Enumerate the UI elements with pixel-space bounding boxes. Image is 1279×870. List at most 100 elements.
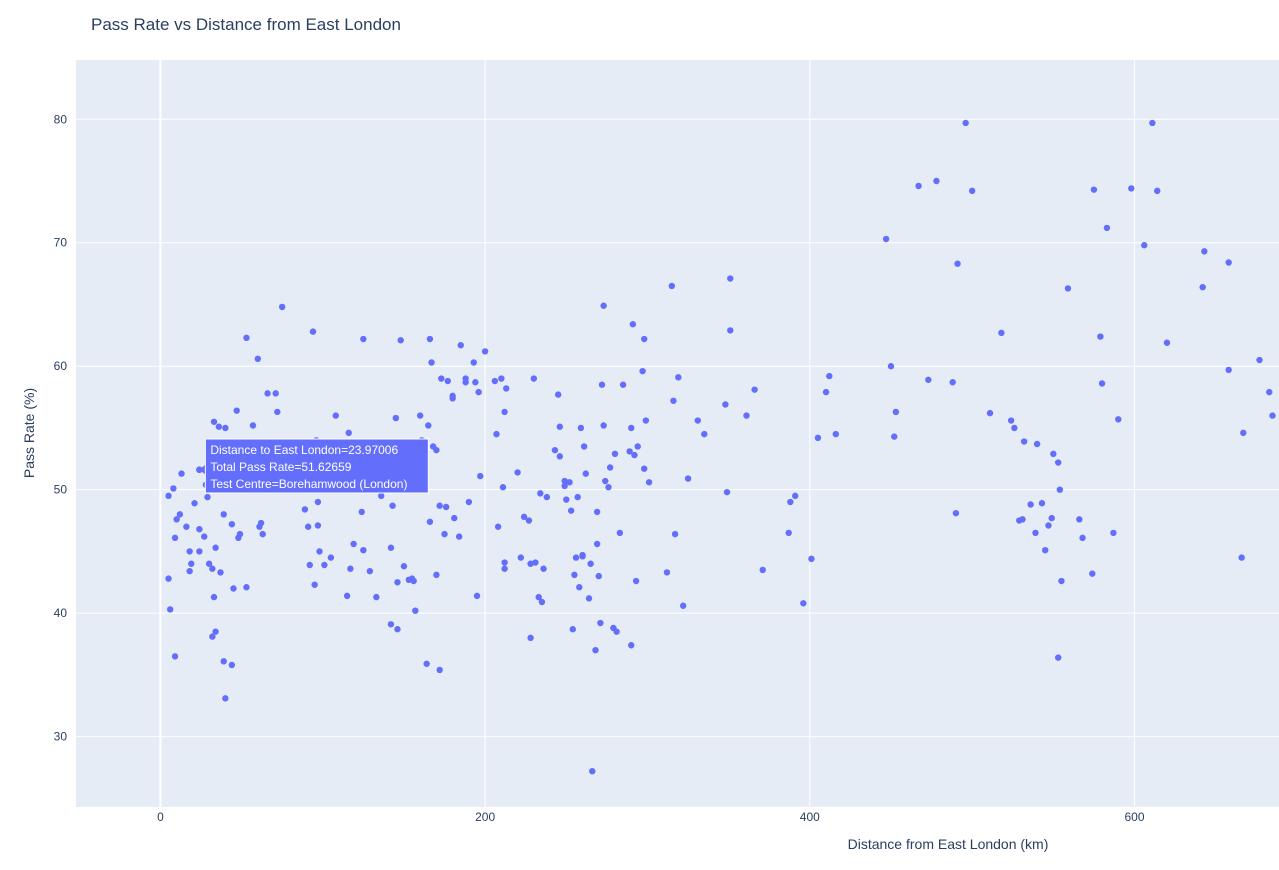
data-point[interactable] [582, 470, 589, 477]
data-point[interactable] [373, 593, 380, 601]
data-point[interactable] [671, 530, 679, 538]
data-point[interactable] [832, 430, 839, 438]
data-point[interactable] [642, 417, 650, 424]
data-point[interactable] [585, 595, 593, 602]
data-point[interactable] [416, 412, 424, 419]
data-point[interactable] [574, 493, 581, 501]
data-point[interactable] [228, 521, 236, 528]
data-point[interactable] [592, 646, 599, 654]
data-point[interactable] [962, 119, 969, 127]
data-point[interactable] [316, 548, 323, 555]
data-point[interactable] [1011, 424, 1018, 432]
data-point[interactable] [264, 390, 271, 397]
data-point[interactable] [826, 372, 833, 380]
data-point[interactable] [327, 554, 335, 561]
data-point[interactable] [176, 511, 184, 518]
data-point[interactable] [598, 381, 606, 388]
data-point[interactable] [743, 412, 750, 419]
data-point[interactable] [517, 554, 525, 561]
data-point[interactable] [663, 569, 671, 576]
data-point[interactable] [465, 498, 473, 506]
data-point[interactable] [392, 414, 400, 422]
data-point[interactable] [1079, 534, 1086, 542]
data-point[interactable] [1128, 185, 1135, 192]
data-point[interactable] [1110, 529, 1117, 537]
data-point[interactable] [1032, 529, 1039, 537]
data-point[interactable] [503, 385, 510, 392]
data-point[interactable] [186, 567, 193, 575]
data-point[interactable] [641, 335, 648, 343]
data-point[interactable] [166, 606, 174, 613]
data-point[interactable] [998, 329, 1005, 337]
data-point[interactable] [527, 634, 534, 642]
data-point[interactable] [499, 484, 507, 491]
data-point[interactable] [304, 523, 312, 530]
data-point[interactable] [236, 530, 244, 538]
data-point[interactable] [360, 546, 367, 554]
data-point[interactable] [597, 619, 604, 627]
data-point[interactable] [444, 377, 451, 385]
data-point[interactable] [576, 584, 583, 591]
data-point[interactable] [628, 424, 635, 432]
data-point[interactable] [387, 621, 395, 628]
data-point[interactable] [243, 334, 250, 342]
data-point[interactable] [387, 544, 395, 551]
data-point[interactable] [561, 482, 568, 490]
data-point[interactable] [641, 465, 648, 472]
data-point[interactable] [204, 493, 211, 501]
data-point[interactable] [426, 335, 434, 343]
data-point[interactable] [212, 544, 219, 551]
data-point[interactable] [501, 559, 508, 566]
data-point[interactable] [751, 386, 758, 393]
data-point[interactable] [378, 492, 385, 500]
data-point[interactable] [1225, 259, 1232, 266]
data-point[interactable] [183, 523, 190, 530]
data-point[interactable] [986, 409, 994, 417]
data-point[interactable] [561, 477, 568, 485]
data-point[interactable] [332, 412, 339, 419]
data-point[interactable] [800, 600, 807, 607]
data-point[interactable] [472, 379, 479, 386]
data-point[interactable] [1048, 514, 1055, 522]
data-point[interactable] [1098, 380, 1106, 387]
data-point[interactable] [188, 560, 195, 567]
data-point[interactable] [494, 523, 502, 530]
data-point[interactable] [532, 559, 539, 566]
data-point[interactable] [572, 554, 580, 561]
data-point[interactable] [314, 522, 322, 529]
data-point[interactable] [1141, 242, 1148, 249]
data-point[interactable] [1103, 224, 1111, 232]
data-point[interactable] [954, 260, 961, 267]
data-point[interactable] [473, 592, 481, 600]
data-point[interactable] [891, 433, 898, 440]
data-point[interactable] [600, 422, 607, 429]
data-point[interactable] [209, 633, 216, 640]
data-point[interactable] [606, 464, 614, 471]
data-point[interactable] [589, 767, 596, 775]
data-point[interactable] [670, 397, 677, 404]
data-point[interactable] [433, 446, 440, 454]
data-point[interactable] [230, 585, 237, 592]
data-point[interactable] [423, 660, 430, 667]
data-point[interactable] [887, 363, 895, 370]
data-point[interactable] [233, 407, 240, 414]
data-point[interactable] [1225, 366, 1232, 374]
data-point[interactable] [1269, 412, 1276, 419]
data-point[interactable] [314, 498, 322, 506]
data-point[interactable] [272, 390, 279, 397]
data-point[interactable] [814, 434, 822, 442]
data-point[interactable] [577, 424, 585, 432]
data-point[interactable] [501, 565, 508, 572]
data-point[interactable] [191, 500, 198, 507]
data-point[interactable] [968, 187, 976, 195]
data-point[interactable] [600, 302, 607, 309]
data-point[interactable] [1055, 654, 1062, 661]
data-point[interactable] [525, 517, 533, 524]
data-point[interactable] [343, 592, 351, 600]
data-point[interactable] [785, 529, 792, 537]
data-point[interactable] [366, 567, 374, 575]
data-point[interactable] [220, 658, 227, 665]
data-point[interactable] [925, 376, 932, 383]
data-point[interactable] [563, 496, 570, 503]
data-point[interactable] [632, 577, 640, 585]
